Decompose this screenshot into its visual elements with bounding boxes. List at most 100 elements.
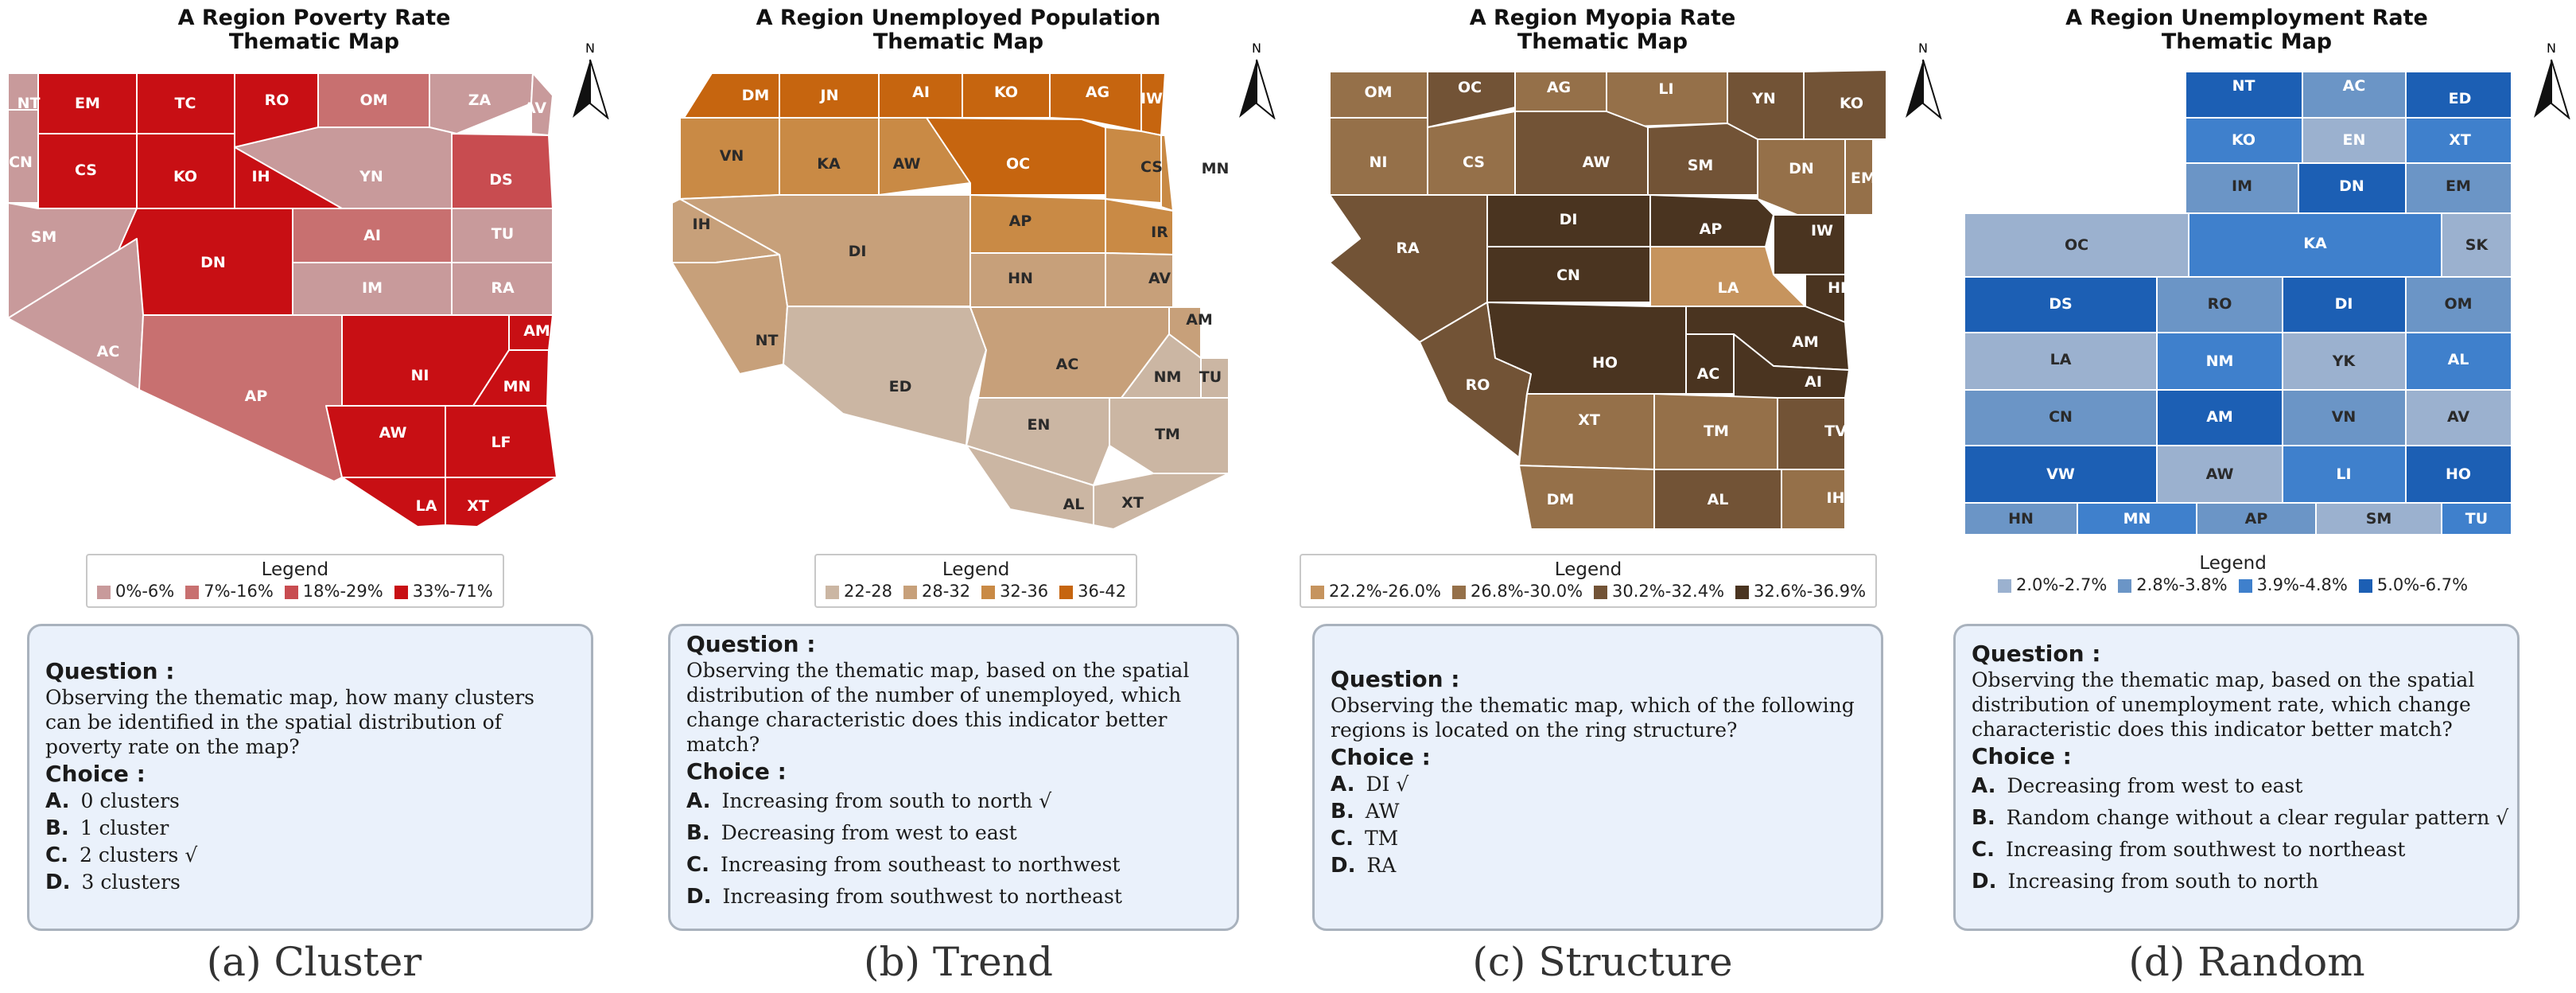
choice-option-b: B. Random change without a clear regular …	[1972, 806, 2509, 830]
legend-title: Legend	[1554, 559, 1622, 580]
region-label-ap: AP	[2245, 510, 2268, 528]
region-label-nm: NM	[2206, 352, 2234, 370]
legend-item: 22.2%-26.0%	[1311, 581, 1441, 602]
region-en	[966, 397, 1110, 486]
choice-option-b: B. 1 cluster	[45, 816, 169, 840]
region-ap	[969, 194, 1106, 254]
region-label-vn: VN	[2332, 408, 2356, 426]
region-label-li: LI	[1658, 80, 1673, 98]
question-text: Observing the thematic map, how many clu…	[45, 686, 535, 758]
legend-item: 2.0%-2.7%	[1998, 574, 2107, 595]
region-label-av: AV	[524, 99, 546, 117]
legend-item: 36-42	[1059, 581, 1126, 602]
region-label-dn: DN	[1789, 160, 1814, 177]
region-label-tc: TC	[175, 95, 196, 112]
question-heading: Question :	[1331, 666, 1460, 692]
region-label-ih: IH	[693, 216, 711, 233]
region-label-ac: AC	[1056, 356, 1079, 373]
region-ih	[1781, 469, 1846, 530]
region-nt	[671, 254, 788, 375]
legend-item: 22-28	[826, 581, 892, 602]
region-label-hn: HN	[1828, 279, 1853, 297]
region-label-mn: MN	[503, 378, 531, 395]
region-label-aw: AW	[893, 155, 921, 173]
myopia-rate-map: OM OC AG LI YN KO NI CS AW SM DN EM RA D…	[1329, 69, 1887, 530]
region-label-la: LA	[2050, 351, 2072, 368]
choice-option-c: C. Increasing from southeast to northwest	[686, 853, 1121, 877]
region-label-xt: XT	[467, 497, 489, 515]
region-label-tm: TM	[1704, 423, 1729, 440]
region-label-ko: KO	[1840, 95, 1863, 112]
choice-option-a: A. 0 clusters	[45, 789, 180, 813]
choice-heading: Choice :	[45, 761, 146, 787]
region-label-ai: AI	[363, 227, 381, 244]
region-label-nm: NM	[1154, 368, 1182, 386]
choice-option-a: A. Increasing from south to north √	[686, 789, 1052, 813]
region-ap	[1649, 194, 1774, 247]
region-za	[429, 72, 534, 134]
legend-title: Legend	[2199, 553, 2267, 574]
region-label-yk: YK	[2332, 352, 2356, 370]
region-xt	[445, 477, 558, 528]
region-xt	[1093, 473, 1230, 530]
question-box: Question : Observing the thematic map, h…	[27, 624, 593, 931]
legend-title: Legend	[261, 559, 329, 580]
unemployed-population-map: DM JN AI KO AG IW VN KA AW OC CS MN IH D…	[671, 72, 1230, 530]
region-label-xt: XT	[1121, 494, 1144, 512]
legend-item: 33%-71%	[394, 581, 493, 602]
question-box: Question : Observing the thematic map, b…	[1953, 624, 2520, 931]
region-label-ai: AI	[912, 84, 930, 101]
region-label-sm: SM	[2366, 510, 2392, 528]
north-arrow-icon: N	[1906, 41, 1942, 119]
region-label-en: EN	[1028, 416, 1051, 434]
map-title: A Region Poverty Rate Thematic Map	[0, 6, 628, 54]
region-label-im: IM	[2232, 177, 2252, 195]
region-label-ai: AI	[1805, 373, 1822, 391]
legend: Legend 0%-6% 7%-16% 18%-29% 33%-71%	[86, 554, 504, 608]
panel-caption: (c) Structure	[1472, 939, 1733, 985]
legend-item: 18%-29%	[284, 581, 383, 602]
region-label-al: AL	[1063, 496, 1085, 513]
legend: Legend 22.2%-26.0% 26.8%-30.0% 30.2%-32.…	[1300, 554, 1878, 608]
region-label-hn: HN	[1008, 270, 1033, 287]
region-label-za: ZA	[468, 92, 491, 109]
region-label-cn: CN	[9, 154, 33, 171]
region-label-am: AM	[2206, 408, 2233, 426]
region-label-ag: AG	[1547, 79, 1571, 96]
region-label-ag: AG	[1086, 84, 1109, 101]
region-label-nt: NT	[756, 332, 779, 349]
region-label-al: AL	[2448, 351, 2469, 368]
region-label-ap: AP	[1700, 220, 1723, 238]
map-title: A Region Myopia Rate Thematic Map	[1288, 6, 1917, 54]
region-label-dn: DN	[2339, 177, 2364, 195]
region-label-ap: AP	[1009, 212, 1032, 230]
legend-item: 32.6%-36.9%	[1735, 581, 1866, 602]
region-label-ka: KA	[2303, 235, 2327, 252]
region-label-vw: VW	[2046, 465, 2075, 483]
region-label-em: EM	[75, 95, 100, 112]
panel-cluster: A Region Poverty Rate Thematic Map	[0, 0, 628, 993]
region-label-tu: TU	[2465, 510, 2488, 528]
region-label-tu: TU	[491, 225, 514, 243]
region-label-ko: KO	[173, 168, 197, 185]
region-label-tv: TV	[1824, 423, 1847, 440]
region-aw	[325, 405, 446, 478]
region-label-ko: KO	[2232, 131, 2255, 149]
region-label-jn: JN	[819, 87, 839, 104]
region-label-ac: AC	[97, 343, 120, 360]
region-label-di: DI	[2335, 295, 2353, 313]
region-label-yn: YN	[359, 168, 383, 185]
choice-option-a: A. DI √	[1331, 773, 1409, 796]
choice-option-d: D. RA	[1331, 854, 1397, 878]
choice-heading: Choice :	[1972, 743, 2072, 769]
question-box: Question : Observing the thematic map, b…	[668, 624, 1239, 931]
legend-item: 30.2%-32.4%	[1594, 581, 1724, 602]
region-label-ro: RO	[2208, 295, 2232, 313]
region-label-sk: SK	[2465, 236, 2489, 254]
region-label-om: OM	[359, 92, 387, 109]
region-label-dm: DM	[742, 87, 770, 104]
region-label-ih: IH	[252, 168, 270, 185]
legend-item: 5.0%-6.7%	[2358, 574, 2468, 595]
north-arrow-icon: N	[2534, 41, 2570, 119]
region-label-cs: CS	[1463, 154, 1485, 171]
